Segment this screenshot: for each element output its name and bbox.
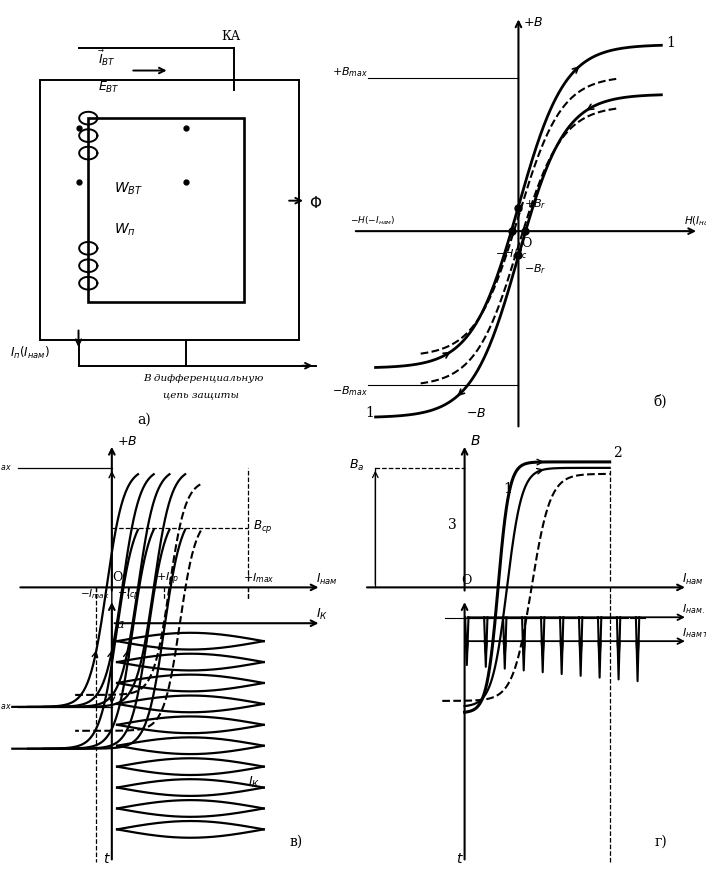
Text: б): б) [654, 394, 667, 408]
Text: $I_{нам\,т}$: $I_{нам\,т}$ [682, 625, 706, 639]
Text: O: O [522, 237, 532, 250]
Text: $W_{ВТ}$: $W_{ВТ}$ [114, 180, 143, 196]
Text: O: O [461, 573, 472, 586]
Text: 1: 1 [365, 405, 374, 419]
Text: а: а [117, 617, 124, 630]
Text: цепь защиты: цепь защиты [163, 389, 239, 398]
Text: $-H_c$: $-H_c$ [495, 246, 519, 260]
Bar [40, 81, 299, 341]
Text: $B_{ср}$: $B_{ср}$ [253, 517, 273, 534]
Text: 2: 2 [613, 446, 622, 460]
Text: в): в) [290, 833, 303, 847]
Text: $+B$: $+B$ [523, 16, 543, 29]
Text: $H_c$: $H_c$ [513, 246, 528, 260]
Text: $I_К$: $I_К$ [248, 774, 261, 788]
Text: $t$: $t$ [455, 852, 464, 866]
Text: $I_{нам}$: $I_{нам}$ [682, 571, 704, 586]
Text: $B_a$: $B_a$ [349, 457, 364, 473]
Text: а): а) [137, 412, 150, 426]
Text: $+I_{max}$: $+I_{max}$ [243, 571, 275, 584]
Text: г): г) [654, 833, 667, 847]
Text: $+B_{max}$: $+B_{max}$ [0, 459, 12, 472]
Text: 3: 3 [448, 517, 457, 531]
Text: $-I_{ср}$: $-I_{ср}$ [117, 586, 140, 602]
Text: $+B_{max}$: $+B_{max}$ [332, 65, 368, 79]
Text: $\Phi$: $\Phi$ [309, 195, 322, 210]
Text: $B$: $B$ [470, 433, 481, 447]
Text: В дифференциальную: В дифференциальную [143, 374, 264, 382]
Text: $+B_r$: $+B_r$ [525, 196, 547, 210]
Text: $I_п(I_{нам})$: $I_п(I_{нам})$ [11, 345, 50, 361]
Text: $I_{нам}$: $I_{нам}$ [316, 571, 338, 586]
Text: $I_{нам.Т}$: $I_{нам.Т}$ [682, 602, 706, 616]
Text: $I_К$: $I_К$ [316, 607, 328, 622]
Text: $\vec{I}_{ВТ}$: $\vec{I}_{ВТ}$ [98, 48, 116, 68]
Text: $+I_{ср}$: $+I_{ср}$ [156, 570, 179, 587]
Text: 1: 1 [666, 36, 675, 50]
Text: КА: КА [222, 30, 241, 43]
Text: $-B_{max}$: $-B_{max}$ [332, 383, 368, 397]
Text: $-B_r$: $-B_r$ [525, 262, 547, 275]
Text: $-I_{max}$: $-I_{max}$ [80, 586, 110, 600]
Text: $t$: $t$ [104, 852, 112, 866]
Text: $-H(-I_{нам})$: $-H(-I_{нам})$ [350, 215, 396, 227]
Text: $E_{ВТ}$: $E_{ВТ}$ [98, 80, 120, 95]
Text: $H(I_{нам})$: $H(I_{нам})$ [684, 214, 706, 227]
Text: $-B_{max}$: $-B_{max}$ [0, 697, 12, 711]
Text: $+B$: $+B$ [117, 434, 138, 447]
Text: $W_{п}$: $W_{п}$ [114, 221, 136, 238]
Text: O: O [112, 571, 122, 583]
Text: $-B$: $-B$ [466, 407, 486, 419]
Bar [88, 119, 244, 303]
Text: 1: 1 [503, 481, 513, 496]
